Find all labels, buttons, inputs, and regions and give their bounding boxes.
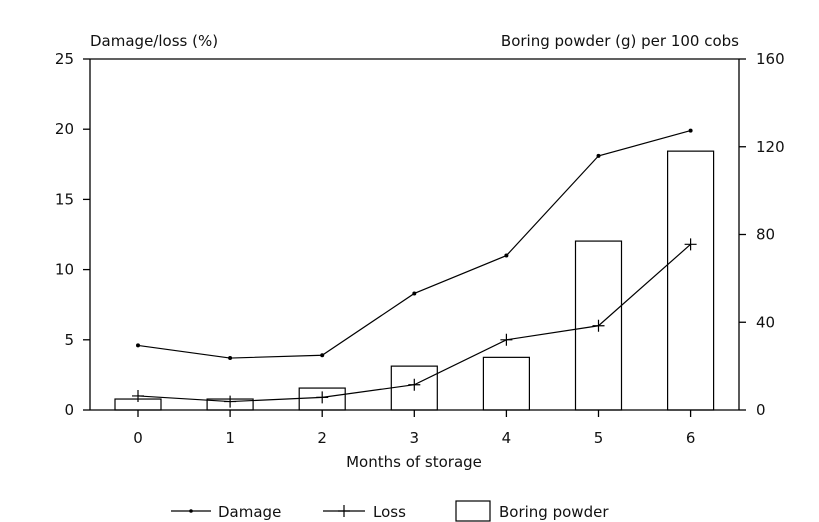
point-damage-month-1: [228, 356, 233, 361]
point-loss-month-4: [500, 333, 513, 346]
y-tick-label-20: 20: [55, 120, 74, 138]
x-tick-label-5: 5: [594, 429, 604, 447]
x-tick-label-6: 6: [686, 429, 696, 447]
y2-axis-label: Boring powder (g) per 100 cobs: [501, 32, 739, 50]
y2-tick-label-120: 120: [756, 138, 785, 156]
ticks-layer: 0 5 10 15 20 25 0 40 80 120 160 0 1 2 3 4 5 6: [55, 50, 785, 447]
y-tick-label-25: 25: [55, 50, 74, 68]
point-loss-month-3: [408, 378, 421, 391]
y-tick-label-5: 5: [64, 331, 74, 349]
axes-layer: [89, 58, 740, 411]
legend: Damage Loss Boring powder: [171, 500, 609, 522]
point-damage-month-5: [596, 153, 601, 158]
lines-layer: [132, 128, 697, 408]
y2-tick-label-0: 0: [756, 401, 766, 419]
point-damage-month-3: [412, 291, 417, 296]
bar-boring-powder-month-6: [666, 150, 715, 411]
point-loss-month-1: [224, 395, 237, 408]
x-tick-label-3: 3: [410, 429, 420, 447]
y-tick-label-10: 10: [55, 261, 74, 279]
legend-boring-powder-swatch: [455, 500, 491, 522]
x-tick-label-1: 1: [225, 429, 235, 447]
x-tick-label-0: 0: [133, 429, 143, 447]
point-damage-month-2: [320, 353, 325, 358]
y-tick-label-0: 0: [64, 401, 74, 419]
legend-loss-label: Loss: [373, 503, 406, 521]
point-loss-month-0: [132, 389, 144, 402]
x-tick-label-2: 2: [317, 429, 327, 447]
point-damage-month-4: [504, 253, 509, 258]
legend-damage-label: Damage: [218, 503, 281, 521]
y2-tick-label-80: 80: [756, 226, 775, 244]
point-loss-month-6: [684, 238, 697, 251]
point-damage-month-0: [136, 343, 140, 348]
legend-damage-marker: [189, 509, 193, 513]
x-tick-label-4: 4: [502, 429, 512, 447]
legend-boring-powder-label: Boring powder: [499, 503, 609, 521]
y2-tick-label-40: 40: [756, 313, 775, 331]
legend-loss-marker: [338, 505, 350, 517]
bar-boring-powder-month-4: [482, 356, 530, 411]
y-axis-label: Damage/loss (%): [90, 32, 218, 50]
y-tick-label-15: 15: [55, 190, 74, 208]
point-loss-month-5: [592, 319, 605, 332]
x-axis-label: Months of storage: [346, 453, 482, 471]
point-damage-month-6: [688, 128, 693, 133]
point-loss-month-2: [316, 391, 329, 404]
bars-layer: [114, 150, 715, 411]
y2-tick-label-160: 160: [756, 50, 785, 68]
